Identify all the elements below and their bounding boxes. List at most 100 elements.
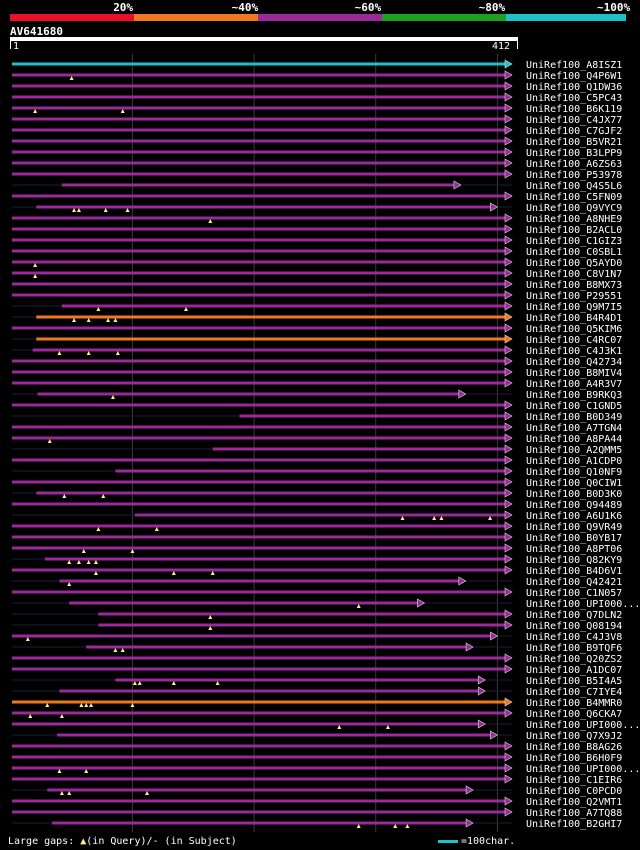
hit-label: UniRef100_Q94489 xyxy=(526,500,622,511)
query-gap-icon xyxy=(106,318,111,322)
hit-bar xyxy=(212,447,506,451)
query-gap-icon xyxy=(96,527,101,531)
hit-arrow-icon xyxy=(504,587,513,597)
query-gap-icon xyxy=(154,527,159,531)
hit-arrow-icon xyxy=(490,202,499,212)
hit-arrow-icon xyxy=(458,576,467,586)
query-gap-icon xyxy=(69,76,74,80)
hit-label: UniRef100_B8MX73 xyxy=(526,280,622,291)
hit-bar xyxy=(98,612,506,616)
hit-label: UniRef100_B0D349 xyxy=(526,412,622,423)
query-gap-icon xyxy=(93,560,98,564)
hit-label: UniRef100_Q5AYD0 xyxy=(526,258,622,269)
query-gap-icon xyxy=(57,769,62,773)
hit-bar xyxy=(12,359,506,363)
scale-legend: =100char. xyxy=(438,836,515,847)
legend-bar-1 xyxy=(10,14,134,21)
scale-label: =100char. xyxy=(461,836,516,847)
hit-arrow-icon xyxy=(504,312,513,322)
hit-label: UniRef100_C7IYE4 xyxy=(526,687,622,698)
hit-label: UniRef100_B0YB17 xyxy=(526,533,622,544)
hit-label: UniRef100_A7TGN4 xyxy=(526,423,622,434)
query-gap-icon xyxy=(171,571,176,575)
hit-label: UniRef100_UPI000... xyxy=(526,764,640,775)
gap-legend-query: (in Query)/ xyxy=(86,836,153,847)
hit-arrow-icon xyxy=(504,499,513,509)
hit-arrow-icon xyxy=(504,422,513,432)
hit-label: UniRef100_Q9VYC9 xyxy=(526,203,622,214)
hit-arrow-icon xyxy=(458,389,467,399)
hit-label: UniRef100_Q4P6W1 xyxy=(526,71,622,82)
hit-arrow-icon xyxy=(504,455,513,465)
hit-label: UniRef100_Q6CKA7 xyxy=(526,709,622,720)
hit-arrow-icon xyxy=(465,642,474,652)
query-gap-icon xyxy=(113,648,118,652)
hit-arrow-icon xyxy=(504,59,513,69)
hit-arrow-icon xyxy=(490,631,499,641)
hit-arrow-icon xyxy=(504,235,513,245)
hit-arrow-icon xyxy=(504,345,513,355)
query-gap-icon xyxy=(84,703,89,707)
hit-arrow-icon xyxy=(504,708,513,718)
query-gap-icon xyxy=(79,703,84,707)
hit-bar xyxy=(12,799,506,803)
query-gap-icon xyxy=(45,703,50,707)
hit-bar xyxy=(69,601,419,605)
hit-label: UniRef100_C4J3K1 xyxy=(526,346,622,357)
hit-bar xyxy=(12,150,506,154)
query-gap-icon xyxy=(67,560,72,564)
hit-bar xyxy=(37,392,460,396)
hit-bar xyxy=(12,227,506,231)
query-gap-icon xyxy=(132,681,137,685)
hit-bar xyxy=(12,436,506,440)
legend-label-2: ~40% xyxy=(231,1,259,14)
hit-arrow-icon xyxy=(504,543,513,553)
hit-arrow-icon xyxy=(504,752,513,762)
hit-label: UniRef100_B6H0F9 xyxy=(526,753,622,764)
hit-label: UniRef100_B6K119 xyxy=(526,104,622,115)
gap-legend-subject: - (in Subject) xyxy=(152,836,237,847)
query-gap-icon xyxy=(96,307,101,311)
hit-label: UniRef100_A2QMM5 xyxy=(526,445,622,456)
hit-bar xyxy=(59,579,460,583)
hit-label: UniRef100_B5VR21 xyxy=(526,137,622,148)
query-gap-icon xyxy=(67,582,72,586)
hit-arrow-icon xyxy=(504,741,513,751)
hit-label: UniRef100_B4R4D1 xyxy=(526,313,622,324)
hit-arrow-icon xyxy=(504,697,513,707)
hit-bar xyxy=(12,634,492,638)
hit-label: UniRef100_C4JX77 xyxy=(526,115,622,126)
query-gap-icon xyxy=(393,824,398,828)
query-gap-icon xyxy=(405,824,410,828)
hit-bar xyxy=(12,326,506,330)
query-gap-icon xyxy=(356,824,361,828)
hit-label: UniRef100_B4D6V1 xyxy=(526,566,622,577)
hit-arrow-icon xyxy=(504,532,513,542)
hit-label: UniRef100_UPI000... xyxy=(526,720,640,731)
query-gap-icon xyxy=(86,351,91,355)
hit-bar xyxy=(12,139,506,143)
hit-bar xyxy=(12,711,506,715)
hit-label: UniRef100_C5PC43 xyxy=(526,93,622,104)
hit-bar xyxy=(98,623,506,627)
hit-label: UniRef100_Q42421 xyxy=(526,577,622,588)
query-gap-icon xyxy=(33,274,38,278)
hit-bar xyxy=(12,568,506,572)
query-gap-icon xyxy=(76,208,81,212)
hit-arrow-icon xyxy=(504,92,513,102)
hit-label: UniRef100_A4R3V7 xyxy=(526,379,622,390)
hit-bar xyxy=(12,766,506,770)
query-gap-icon xyxy=(72,318,77,322)
hit-arrow-icon xyxy=(504,609,513,619)
hit-bar xyxy=(12,73,506,77)
hit-arrow-icon xyxy=(504,554,513,564)
query-gap-icon xyxy=(183,307,188,311)
legend-bar-2 xyxy=(134,14,258,21)
hit-bar xyxy=(32,348,506,352)
query-gap-icon: ▲ xyxy=(80,836,87,847)
hit-arrow-icon xyxy=(504,807,513,817)
query-gap-icon xyxy=(59,791,64,795)
hit-label: UniRef100_P53978 xyxy=(526,170,622,181)
hit-arrow-icon xyxy=(504,653,513,663)
hit-arrow-icon xyxy=(504,246,513,256)
